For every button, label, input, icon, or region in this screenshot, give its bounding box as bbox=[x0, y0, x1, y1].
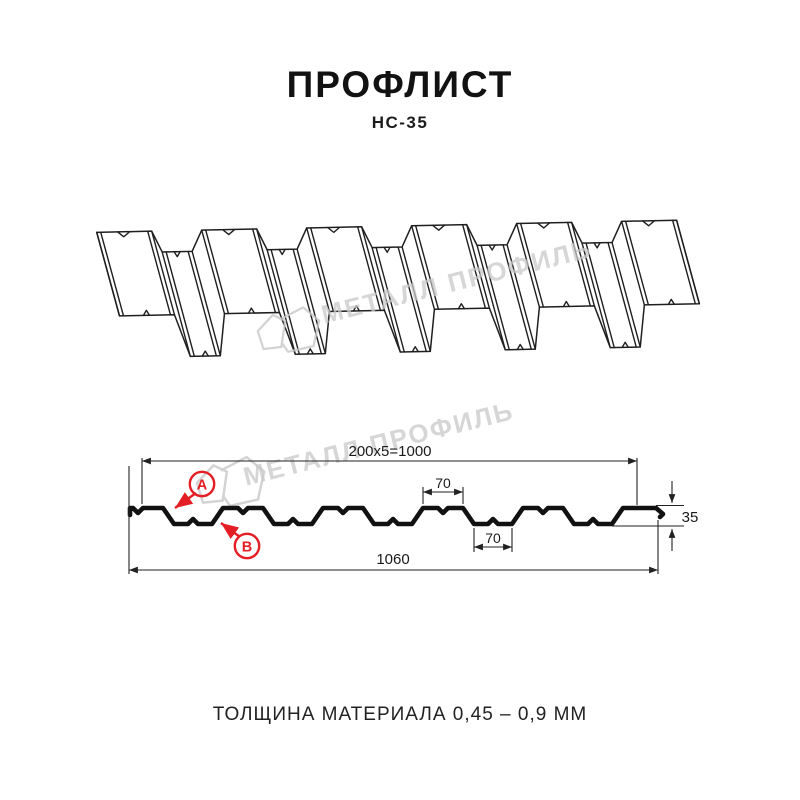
metall-profil-logo-icon bbox=[256, 306, 321, 353]
dimension-label-height: 35 bbox=[682, 509, 699, 526]
profile-section-outline bbox=[127, 505, 666, 527]
profile-3d-drawing bbox=[95, 219, 701, 360]
dimension-label-module: 200x5=1000 bbox=[349, 443, 432, 460]
dimension-height: 35 bbox=[612, 481, 698, 551]
page-title: ПРОФЛИСТ bbox=[286, 64, 514, 105]
material-thickness-note: ТОЛЩИНА МАТЕРИАЛА 0,45 – 0,9 ММ bbox=[212, 704, 588, 725]
callout-a-label: А bbox=[197, 478, 208, 494]
dimension-total-width: 1060 bbox=[128, 466, 659, 574]
callout-a: А bbox=[174, 470, 216, 509]
dimension-label-total-width: 1060 bbox=[376, 551, 409, 568]
dimension-label-crest-width: 70 bbox=[435, 475, 451, 491]
callout-b-circle bbox=[233, 532, 261, 560]
callout-a-circle bbox=[188, 470, 216, 498]
profile-model-subtitle: НС-35 bbox=[371, 113, 429, 132]
dimension-valley-width: 70 bbox=[473, 528, 513, 552]
cross-section-drawing: 200x5=1000 70 70 35 1 bbox=[127, 443, 698, 574]
callout-b: В bbox=[220, 522, 261, 560]
dimension-module: 200x5=1000 bbox=[141, 443, 638, 505]
callout-b-label: В bbox=[242, 540, 252, 556]
dimension-label-valley-width: 70 bbox=[485, 530, 501, 546]
dimension-crest-width: 70 bbox=[422, 475, 464, 504]
